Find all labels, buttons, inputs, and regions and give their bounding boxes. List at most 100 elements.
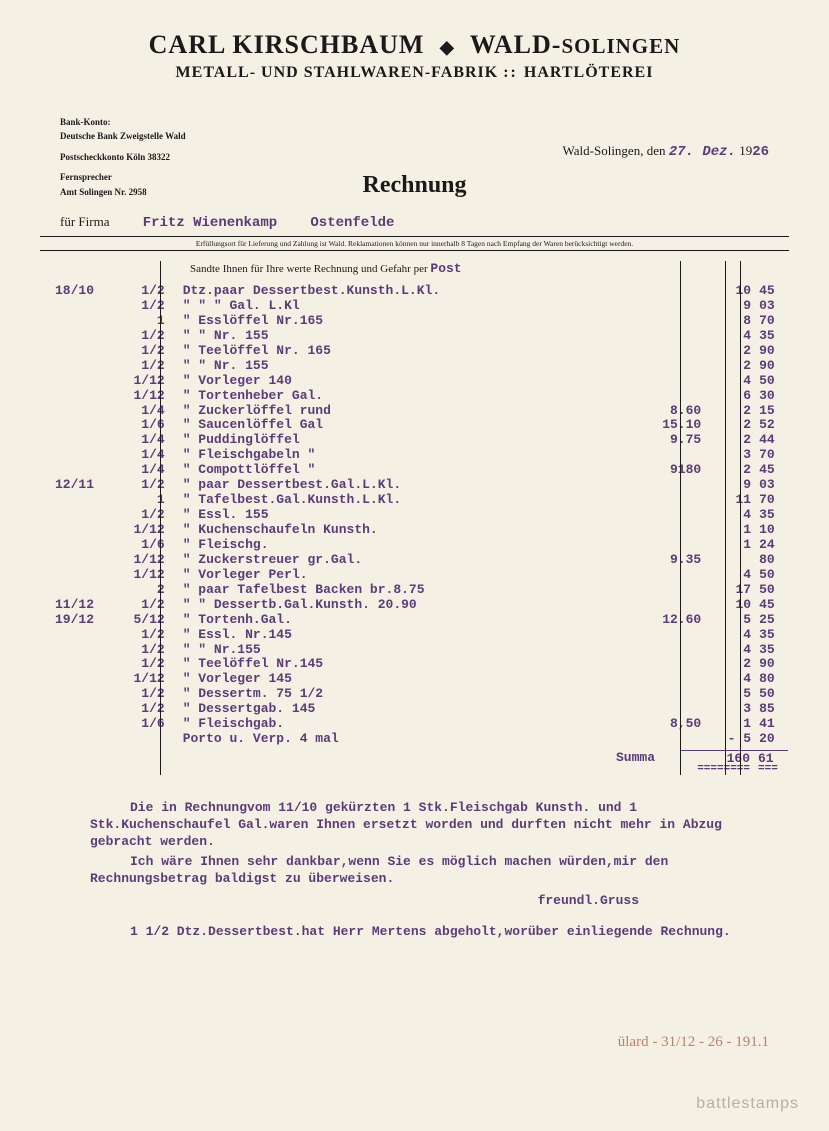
table-row: 1/6" Fleischg.124 xyxy=(40,538,789,553)
cell-desc: Porto u. Verp. 4 mal xyxy=(173,732,627,747)
cell-price: 8.60 xyxy=(626,404,706,419)
table-row: 1/2" Teelöffel Nr.145290 xyxy=(40,657,789,672)
table-row: 19/125/12" Tortenh.Gal.12.60525 xyxy=(40,613,789,628)
cell-qty: 1/2 xyxy=(110,284,173,299)
cell-qty: 1/6 xyxy=(110,538,173,553)
cell-date xyxy=(40,359,110,374)
cell-qty: 2 xyxy=(110,583,173,598)
cell-desc: " Kuchenschaufeln Kunsth. xyxy=(173,523,627,538)
table-row: 12/111/2" paar Dessertbest.Gal.L.Kl.903 xyxy=(40,478,789,493)
cell-amt2: 80 xyxy=(754,672,789,687)
cell-price xyxy=(626,523,706,538)
bank-line1: Deutsche Bank Zweigstelle Wald xyxy=(60,129,186,143)
cell-price xyxy=(626,643,706,658)
cell-qty: 1/2 xyxy=(110,344,173,359)
cell-date xyxy=(40,568,110,583)
cell-qty: 1 xyxy=(110,493,173,508)
cell-amt1: 2 xyxy=(706,418,754,433)
year-prefix: 19 xyxy=(739,143,752,158)
note-signature: freundl.Gruss xyxy=(90,893,759,910)
cell-price xyxy=(626,284,706,299)
cell-amt1: 4 xyxy=(706,508,754,523)
cell-price xyxy=(626,359,706,374)
cell-amt1: 4 xyxy=(706,568,754,583)
cell-amt2: 85 xyxy=(754,702,789,717)
cell-amt2: 24 xyxy=(754,538,789,553)
cell-qty: 1/4 xyxy=(110,433,173,448)
cell-desc: " Puddinglöffel xyxy=(173,433,627,448)
table-row: 1/2" " Nr. 155435 xyxy=(40,329,789,344)
cell-qty: 1/4 xyxy=(110,448,173,463)
cell-price: 9180 xyxy=(626,463,706,478)
cell-amt1: 5 xyxy=(706,687,754,702)
cell-desc: Dtz.paar Dessertbest.Kunsth.L.Kl. xyxy=(173,284,627,299)
table-row: 1/2" " Nr. 155290 xyxy=(40,359,789,374)
vline xyxy=(740,261,741,775)
cell-desc: " Essl. Nr.145 xyxy=(173,628,627,643)
cell-date xyxy=(40,538,110,553)
cell-date: 19/12 xyxy=(40,613,110,628)
cell-amt2: 45 xyxy=(754,598,789,613)
table-row: 1/12" Vorleger 140450 xyxy=(40,374,789,389)
cell-qty: 1/12 xyxy=(110,389,173,404)
firma-name: Fritz Wienenkamp xyxy=(143,215,277,231)
cell-amt2: 03 xyxy=(754,299,789,314)
cell-qty: 1/2 xyxy=(110,478,173,493)
cell-amt2: 45 xyxy=(754,284,789,299)
table-row: 2" paar Tafelbest Backen br.8.751750 xyxy=(40,583,789,598)
cell-price xyxy=(626,448,706,463)
cell-qty: 1/12 xyxy=(110,568,173,583)
cell-amt2: 45 xyxy=(754,463,789,478)
bank-info: Bank-Konto: Deutsche Bank Zweigstelle Wa… xyxy=(60,115,186,199)
cell-qty: 1/12 xyxy=(110,523,173,538)
cell-date xyxy=(40,583,110,598)
cell-price xyxy=(626,732,706,747)
cell-qty: 1 xyxy=(110,314,173,329)
cell-amt1: 3 xyxy=(706,448,754,463)
cell-date xyxy=(40,448,110,463)
cell-price xyxy=(626,314,706,329)
cell-amt2: 15 xyxy=(754,404,789,419)
cell-amt2: 35 xyxy=(754,628,789,643)
cell-date xyxy=(40,732,110,747)
cell-date xyxy=(40,463,110,478)
table-row: 1/4" Compottlöffel "9180245 xyxy=(40,463,789,478)
rows-container: 18/101/2Dtz.paar Dessertbest.Kunsth.L.Kl… xyxy=(40,284,789,747)
cell-amt2: 35 xyxy=(754,508,789,523)
cell-desc: " paar Tafelbest Backen br.8.75 xyxy=(173,583,627,598)
cell-amt1: 8 xyxy=(706,314,754,329)
cell-amt2: 30 xyxy=(754,389,789,404)
cell-qty: 1/2 xyxy=(110,657,173,672)
cell-price xyxy=(626,389,706,404)
summa-dline1: ======== xyxy=(680,763,753,775)
watermark: battlestamps xyxy=(696,1095,799,1113)
cell-qty: 1/2 xyxy=(110,628,173,643)
cell-amt1: 2 xyxy=(706,657,754,672)
year-typed: 26 xyxy=(752,144,769,160)
cell-price xyxy=(626,374,706,389)
cell-desc: " Esslöffel Nr.165 xyxy=(173,314,627,329)
cell-amt1: 4 xyxy=(706,672,754,687)
cell-amt1: 10 xyxy=(706,284,754,299)
cell-amt2: 50 xyxy=(754,568,789,583)
cell-amt1: 2 xyxy=(706,344,754,359)
cell-date xyxy=(40,433,110,448)
table-row: 1/2" Dessertgab. 145385 xyxy=(40,702,789,717)
cell-amt2: 80 xyxy=(754,553,789,568)
cell-amt1: 2 xyxy=(706,359,754,374)
cell-amt1: - 5 xyxy=(706,732,754,747)
cell-date xyxy=(40,344,110,359)
cell-qty xyxy=(110,732,173,747)
cell-amt1: 10 xyxy=(706,598,754,613)
cell-desc: " " Nr. 155 xyxy=(173,359,627,374)
cell-amt2: 90 xyxy=(754,344,789,359)
cell-date xyxy=(40,418,110,433)
cell-date xyxy=(40,523,110,538)
cell-desc: " Saucenlöffel Gal xyxy=(173,418,627,433)
table-row: 1/6" Saucenlöffel Gal15.10252 xyxy=(40,418,789,433)
cell-amt1: 4 xyxy=(706,329,754,344)
cell-amt1: 11 xyxy=(706,493,754,508)
cell-desc: " Zuckerlöffel rund xyxy=(173,404,627,419)
cell-amt1: 9 xyxy=(706,299,754,314)
sandte-printed: Sandte Ihnen für Ihre werte Rechnung und… xyxy=(190,263,428,275)
